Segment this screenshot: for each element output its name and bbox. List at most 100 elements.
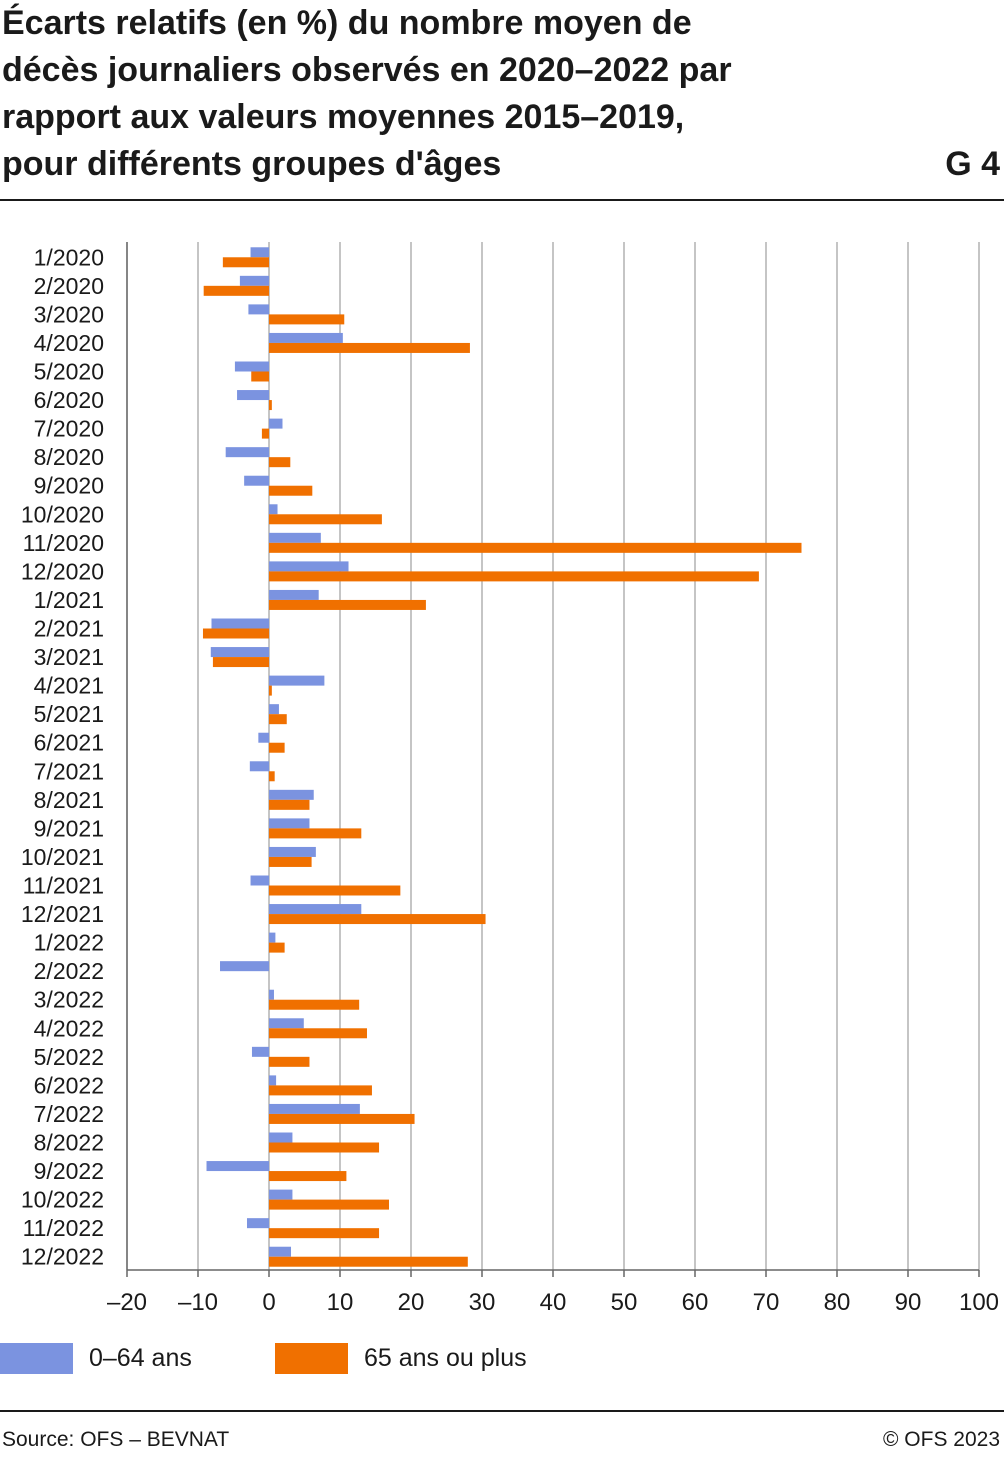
category-label-0: 1/2020 bbox=[34, 244, 104, 270]
bar-0-64-24 bbox=[269, 932, 276, 943]
category-label-18: 7/2021 bbox=[34, 758, 104, 784]
bar-65-plus-5 bbox=[269, 400, 272, 411]
bar-0-64-32 bbox=[206, 1161, 269, 1172]
legend: 0–64 ans 65 ans ou plus bbox=[0, 1343, 1004, 1379]
x-tick-label-8: 60 bbox=[682, 1289, 709, 1316]
x-tick-label-0: –20 bbox=[107, 1289, 147, 1316]
bar-65-plus-14 bbox=[212, 657, 269, 668]
category-label-12: 1/2021 bbox=[34, 587, 104, 613]
legend-swatch-65-plus bbox=[275, 1343, 348, 1374]
bar-0-64-4 bbox=[234, 361, 269, 372]
x-tick-label-9: 70 bbox=[753, 1289, 780, 1316]
category-label-13: 2/2021 bbox=[34, 616, 104, 642]
legend-item-0-64: 0–64 ans bbox=[0, 1343, 192, 1374]
bar-0-64-21 bbox=[269, 846, 316, 857]
chart-title: Écarts relatifs (en %) du nombre moyen d… bbox=[2, 0, 902, 188]
bar-0-64-5 bbox=[237, 390, 269, 401]
x-tick-label-6: 40 bbox=[540, 1289, 567, 1316]
bottom-rule bbox=[0, 1410, 1004, 1412]
bar-65-plus-2 bbox=[269, 314, 345, 325]
x-tick-label-1: –10 bbox=[178, 1289, 218, 1316]
bar-65-plus-18 bbox=[269, 771, 275, 782]
bar-65-plus-21 bbox=[269, 856, 312, 867]
bar-65-plus-15 bbox=[269, 685, 272, 696]
legend-label-0-64: 0–64 ans bbox=[89, 1344, 192, 1372]
category-label-34: 11/2022 bbox=[23, 1215, 104, 1241]
bar-0-64-1 bbox=[239, 275, 269, 286]
bar-0-64-29 bbox=[269, 1075, 277, 1086]
bar-0-64-10 bbox=[269, 532, 321, 543]
category-label-8: 9/2020 bbox=[34, 473, 104, 499]
chart-title-line-1: Écarts relatifs (en %) du nombre moyen d… bbox=[2, 4, 692, 42]
bar-65-plus-35 bbox=[269, 1256, 468, 1267]
bar-0-64-35 bbox=[269, 1246, 292, 1257]
category-label-29: 6/2022 bbox=[34, 1072, 104, 1098]
category-label-30: 7/2022 bbox=[34, 1101, 104, 1127]
chart-title-line-3: rapport aux valeurs moyennes 2015–2019, bbox=[2, 98, 685, 136]
bar-65-plus-6 bbox=[261, 428, 269, 439]
graphic-number: G 4 bbox=[945, 145, 1000, 183]
source-note: Source: OFS – BEVNAT bbox=[2, 1428, 230, 1451]
bar-65-plus-27 bbox=[269, 1028, 367, 1039]
bar-0-64-27 bbox=[269, 1018, 304, 1029]
legend-label-65-plus: 65 ans ou plus bbox=[364, 1344, 527, 1372]
bar-0-64-17 bbox=[258, 732, 269, 743]
bar-65-plus-13 bbox=[202, 628, 269, 639]
category-label-22: 11/2021 bbox=[23, 873, 104, 899]
x-tick-label-7: 50 bbox=[611, 1289, 638, 1316]
bar-65-plus-7 bbox=[269, 457, 291, 468]
bar-65-plus-4 bbox=[251, 371, 269, 382]
category-label-9: 10/2020 bbox=[21, 501, 104, 527]
bar-0-64-23 bbox=[269, 904, 362, 915]
bar-65-plus-34 bbox=[269, 1228, 380, 1239]
category-label-31: 8/2022 bbox=[34, 1130, 104, 1156]
category-label-24: 1/2022 bbox=[34, 930, 104, 956]
category-label-14: 3/2021 bbox=[34, 644, 104, 670]
category-label-20: 9/2021 bbox=[34, 815, 104, 841]
bar-0-64-31 bbox=[269, 1132, 293, 1143]
category-label-26: 3/2022 bbox=[34, 987, 104, 1013]
bar-65-plus-22 bbox=[269, 885, 401, 896]
category-label-25: 2/2022 bbox=[34, 958, 104, 984]
x-tick-label-2: 0 bbox=[262, 1289, 275, 1316]
x-tick-label-11: 90 bbox=[895, 1289, 922, 1316]
bar-65-plus-24 bbox=[269, 942, 285, 953]
category-label-1: 2/2020 bbox=[34, 273, 104, 299]
copyright-note: © OFS 2023 bbox=[882, 1428, 1000, 1451]
bar-65-plus-16 bbox=[269, 714, 287, 725]
bar-65-plus-26 bbox=[269, 999, 360, 1010]
bar-65-plus-9 bbox=[269, 514, 382, 525]
bar-0-64-11 bbox=[269, 561, 349, 572]
bar-0-64-7 bbox=[225, 447, 269, 458]
category-label-23: 12/2021 bbox=[21, 901, 104, 927]
bar-65-plus-10 bbox=[269, 542, 802, 553]
category-label-10: 11/2020 bbox=[23, 530, 104, 556]
bar-0-64-0 bbox=[250, 247, 269, 258]
bar-65-plus-19 bbox=[269, 799, 310, 810]
category-label-27: 4/2022 bbox=[34, 1015, 104, 1041]
category-label-15: 4/2021 bbox=[34, 673, 104, 699]
bar-65-plus-31 bbox=[269, 1142, 380, 1153]
bar-0-64-18 bbox=[249, 761, 269, 772]
bar-65-plus-29 bbox=[269, 1085, 372, 1096]
category-label-32: 9/2022 bbox=[34, 1158, 104, 1184]
bar-65-plus-33 bbox=[269, 1199, 389, 1210]
x-tick-label-4: 20 bbox=[398, 1289, 425, 1316]
category-label-33: 10/2022 bbox=[21, 1187, 104, 1213]
bar-65-plus-17 bbox=[269, 742, 285, 753]
bar-65-plus-23 bbox=[269, 914, 486, 925]
bar-65-plus-1 bbox=[203, 285, 269, 296]
legend-item-65-plus: 65 ans ou plus bbox=[275, 1343, 527, 1374]
category-label-2: 3/2020 bbox=[34, 301, 104, 327]
bar-0-64-20 bbox=[269, 818, 310, 829]
bar-0-64-12 bbox=[269, 589, 319, 600]
bar-65-plus-32 bbox=[269, 1171, 347, 1182]
category-label-28: 5/2022 bbox=[34, 1044, 104, 1070]
bar-0-64-30 bbox=[269, 1103, 360, 1114]
x-tick-label-3: 10 bbox=[327, 1289, 354, 1316]
category-label-4: 5/2020 bbox=[34, 359, 104, 385]
category-label-6: 7/2020 bbox=[34, 416, 104, 442]
legend-swatch-0-64 bbox=[0, 1343, 73, 1374]
bar-65-plus-0 bbox=[222, 257, 269, 268]
